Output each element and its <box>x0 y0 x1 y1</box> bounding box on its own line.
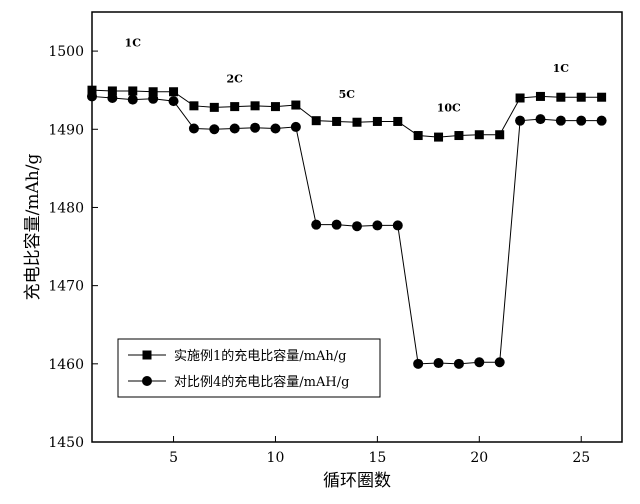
data-point-circle <box>270 123 281 134</box>
data-point-square <box>250 101 260 111</box>
y-axis-label: 充电比容量/mAh/g <box>23 154 43 301</box>
x-axis-label: 循环圈数 <box>323 471 391 491</box>
data-point-square <box>372 116 382 126</box>
data-point-square <box>434 132 444 142</box>
data-point-square <box>311 116 321 126</box>
series-2-line <box>91 95 602 365</box>
data-point-circle <box>392 220 403 231</box>
data-point-square <box>515 93 525 103</box>
data-point-circle <box>413 358 424 369</box>
data-point-circle <box>453 358 464 369</box>
legend-marker-circle <box>142 376 152 386</box>
y-tick-label: 1460 <box>48 357 84 373</box>
data-point-circle <box>535 114 546 125</box>
rate-label: 1C <box>553 62 570 75</box>
series-2 <box>87 91 607 369</box>
data-point-circle <box>107 93 118 103</box>
x-tick-label: 10 <box>267 450 285 466</box>
data-point-circle <box>474 357 485 368</box>
legend-marker-square <box>142 350 152 360</box>
y-axis: 1450 1460 1470 1480 1490 1500 <box>48 44 98 451</box>
data-point-circle <box>168 96 179 107</box>
y-tick-label: 1470 <box>48 279 84 295</box>
data-point-square <box>474 130 484 140</box>
x-tick-label: 5 <box>169 450 178 466</box>
x-tick-label: 25 <box>572 450 590 466</box>
data-point-square <box>148 87 158 97</box>
data-point-square <box>209 102 219 112</box>
y-tick-label: 1500 <box>48 44 84 60</box>
data-point-square <box>597 92 607 102</box>
data-point-square <box>107 86 117 96</box>
legend-box <box>117 338 381 398</box>
data-point-square <box>495 130 505 140</box>
series-1 <box>87 85 607 142</box>
y-tick-label: 1480 <box>48 200 84 216</box>
data-point-circle <box>331 219 342 230</box>
legend: 实施例1的充电比容量/mAh/g 对比例4的充电比容量/mAH/g <box>117 338 381 398</box>
x-tick-label: 15 <box>368 450 386 466</box>
data-point-circle <box>188 123 199 134</box>
rate-label: 5C <box>339 88 356 101</box>
y-tick-label: 1490 <box>48 122 84 138</box>
data-point-square <box>413 131 423 141</box>
data-point-circle <box>596 115 607 126</box>
data-point-circle <box>372 220 383 231</box>
legend-label-series-1: 实施例1的充电比容量/mAh/g <box>174 348 346 364</box>
data-point-square <box>576 92 586 102</box>
data-point-circle <box>494 357 505 368</box>
data-point-circle <box>352 221 362 232</box>
data-point-square <box>352 117 362 127</box>
data-point-circle <box>229 123 240 134</box>
data-point-circle <box>576 115 587 126</box>
data-point-square <box>87 85 97 95</box>
data-point-circle <box>311 219 322 230</box>
y-tick-label: 1450 <box>48 435 84 451</box>
data-point-square <box>189 101 199 111</box>
data-point-square <box>535 91 545 101</box>
series-layer <box>87 85 607 369</box>
rate-label: 10C <box>437 101 461 114</box>
data-point-circle <box>290 121 301 132</box>
data-point-square <box>556 92 566 102</box>
data-point-square <box>270 102 280 112</box>
data-point-circle <box>127 94 138 105</box>
data-point-square <box>291 100 301 110</box>
data-point-circle <box>515 115 526 126</box>
x-axis: 5 10 15 20 25 <box>169 436 590 466</box>
plot-frame <box>91 11 623 443</box>
data-point-circle <box>148 93 159 104</box>
legend-label-series-2: 对比例4的充电比容量/mAH/g <box>174 374 349 390</box>
data-point-square <box>169 87 179 97</box>
data-point-square <box>393 116 403 126</box>
data-point-square <box>332 116 342 126</box>
data-point-circle <box>87 91 97 102</box>
data-point-square <box>128 86 138 96</box>
data-point-circle <box>433 358 444 369</box>
data-point-square <box>454 131 464 141</box>
data-point-circle <box>209 124 220 135</box>
rate-label: 1C <box>125 36 142 49</box>
data-point-circle <box>250 122 261 133</box>
data-point-circle <box>555 115 566 126</box>
rate-label: 2C <box>226 72 243 85</box>
data-point-square <box>230 102 240 112</box>
rate-labels: 1C 2C 5C 10C 1C <box>125 36 570 114</box>
x-tick-label: 20 <box>470 450 488 466</box>
